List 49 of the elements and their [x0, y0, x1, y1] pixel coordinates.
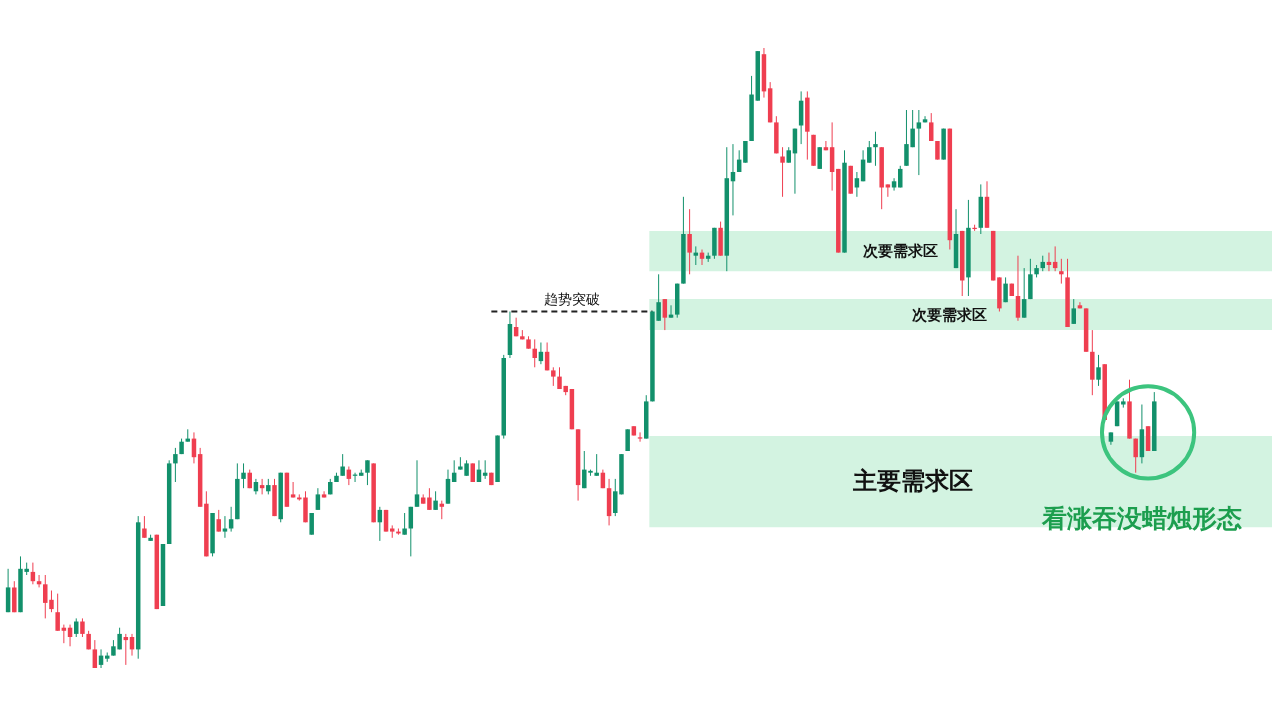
candlestick: [1015, 255, 1021, 322]
band-label: 次要需求区: [912, 305, 988, 324]
candlestick: [340, 453, 345, 477]
candlestick: [402, 512, 407, 536]
candlestick: [867, 140, 872, 164]
candlestick: [408, 506, 414, 557]
candlestick: [142, 515, 147, 539]
band-label: 主要需求区: [851, 466, 973, 495]
candlestick: [637, 431, 643, 443]
candlestick: [873, 131, 878, 167]
candlestick: [854, 171, 860, 198]
candlestick: [365, 459, 370, 486]
ref-line-label: 趋势突破: [543, 290, 600, 307]
candlestick: [427, 487, 432, 511]
candlestick: [433, 490, 438, 511]
candlestick: [315, 487, 321, 511]
candlestick: [885, 183, 891, 198]
candlestick: [891, 177, 897, 192]
candlestick: [928, 112, 934, 142]
candlestick: [80, 617, 85, 638]
candlestick: [290, 481, 296, 498]
candlestick: [916, 109, 922, 176]
candlestick: [551, 366, 556, 387]
candlestick: [935, 140, 940, 161]
candlestick: [662, 298, 668, 331]
candlestick: [817, 146, 822, 170]
candlestick: [1071, 298, 1076, 325]
candlestick: [743, 140, 748, 164]
candlestick: [780, 146, 785, 198]
candlestick: [173, 447, 178, 483]
candlestick: [594, 453, 599, 477]
candlestick: [216, 509, 221, 533]
candlestick: [321, 490, 327, 498]
candlestick: [532, 338, 537, 368]
candlestick: [92, 639, 98, 669]
candlestick: [1059, 258, 1064, 285]
candlestick: [898, 165, 903, 188]
band-label: 次要需求区: [862, 242, 938, 261]
candlestick: [228, 506, 234, 533]
candlestick: [55, 593, 60, 632]
candlestick: [1003, 276, 1008, 303]
candlestick: [1133, 438, 1138, 474]
candlestick: [309, 512, 314, 536]
candlestick: [687, 208, 692, 275]
candlestick: [241, 462, 246, 489]
candlestick: [1021, 267, 1027, 319]
candlestick: [414, 459, 420, 508]
annotation: 看涨吞没蜡烛形态: [1041, 504, 1243, 534]
candlestick: [1096, 354, 1101, 387]
